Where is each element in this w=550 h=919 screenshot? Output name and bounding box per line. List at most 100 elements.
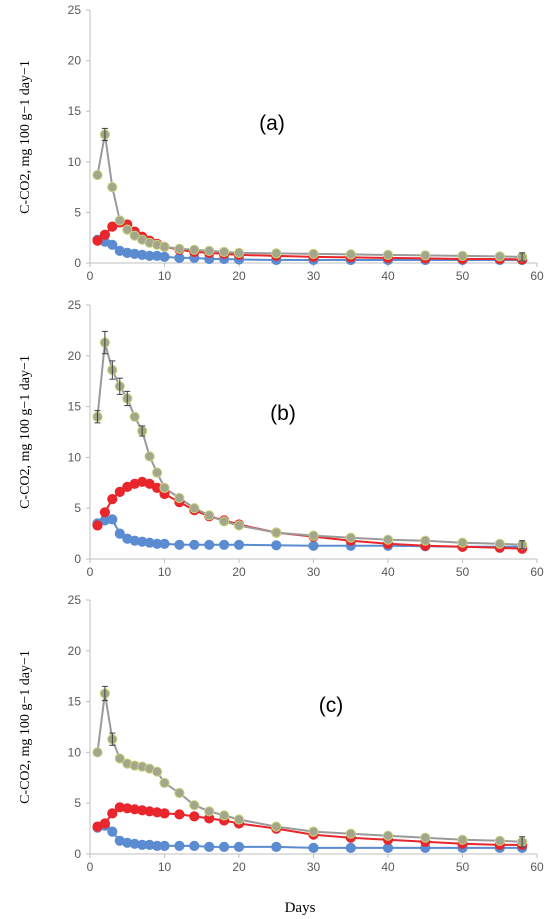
x-tick-label: 20 <box>232 860 246 874</box>
data-point <box>159 251 170 262</box>
data-point <box>107 239 118 250</box>
data-point <box>382 534 394 545</box>
y-tick-label: 25 <box>68 3 82 17</box>
data-point <box>219 810 230 821</box>
x-tick-label: 10 <box>158 860 172 874</box>
data-point <box>174 243 185 254</box>
data-point <box>345 532 356 543</box>
y-axis-label: C-CO2, mg 100 g−1 day−1 <box>18 355 33 509</box>
data-point <box>99 229 111 240</box>
data-point <box>107 494 118 505</box>
data-point <box>420 832 431 843</box>
y-axis-label: C-CO2, mg 100 g−1 day−1 <box>18 650 33 804</box>
data-point <box>189 840 200 852</box>
x-tick-label: 30 <box>307 269 321 283</box>
data-point <box>174 809 185 820</box>
data-point <box>174 492 185 504</box>
x-tick-label: 0 <box>87 860 94 874</box>
y-tick-label: 0 <box>74 552 81 566</box>
x-tick-label: 0 <box>87 565 94 579</box>
data-point <box>174 787 185 799</box>
panel-3: 0 5 10 15 20 25 0 10 20 30 40 50 60 C-CO2, mg 100 g−1… <box>18 593 544 874</box>
data-point <box>107 808 118 819</box>
panel-1: 0 5 10 15 20 25 0 10 20 30 40 50 60 C-CO2, mg 100 g−1… <box>18 3 544 283</box>
data-point <box>144 451 155 462</box>
data-point <box>189 811 200 822</box>
data-point <box>174 840 185 852</box>
data-point <box>159 777 170 789</box>
y-tick-label: 20 <box>68 54 82 68</box>
data-point <box>152 467 163 478</box>
data-point <box>92 169 103 181</box>
data-point <box>92 747 103 758</box>
data-point <box>174 539 185 550</box>
x-axis-label: Days <box>285 900 316 916</box>
data-point <box>99 818 111 829</box>
y-tick-label: 20 <box>68 644 82 658</box>
data-point <box>233 520 245 531</box>
data-point <box>271 841 282 853</box>
data-point <box>494 251 505 262</box>
panel-label: (a) <box>259 112 285 135</box>
x-tick-label: 40 <box>381 860 395 874</box>
data-point <box>159 241 170 252</box>
data-point <box>457 537 468 548</box>
data-point <box>382 830 394 841</box>
x-tick-label: 50 <box>456 860 470 874</box>
data-point <box>107 826 118 837</box>
data-point <box>271 248 282 259</box>
x-tick-label: 10 <box>158 565 172 579</box>
data-point <box>382 249 394 260</box>
x-tick-label: 30 <box>307 860 321 874</box>
data-point <box>159 808 170 819</box>
x-tick-label: 20 <box>232 269 246 283</box>
x-tick-label: 40 <box>381 269 395 283</box>
y-tick-label: 20 <box>68 349 82 363</box>
data-point <box>457 834 468 845</box>
x-tick-label: 10 <box>158 269 172 283</box>
data-point <box>420 535 431 546</box>
y-tick-label: 10 <box>68 155 82 169</box>
y-tick-label: 0 <box>74 256 81 270</box>
data-point <box>457 250 468 261</box>
data-point <box>189 800 200 811</box>
data-point <box>122 224 133 235</box>
x-tick-label: 60 <box>530 860 544 874</box>
data-point <box>107 182 118 193</box>
data-point <box>233 539 245 550</box>
data-point <box>107 514 118 525</box>
data-point <box>92 520 103 531</box>
data-point <box>204 539 215 550</box>
x-tick-label: 50 <box>456 565 470 579</box>
data-point <box>204 806 215 817</box>
data-point <box>159 482 170 493</box>
x-tick-label: 20 <box>232 565 246 579</box>
y-tick-label: 5 <box>74 205 81 219</box>
x-tick-label: 40 <box>381 565 395 579</box>
y-tick-label: 15 <box>68 695 82 709</box>
y-tick-label: 5 <box>74 796 81 810</box>
data-point <box>308 540 319 551</box>
data-point <box>271 540 282 551</box>
data-point <box>271 821 282 832</box>
data-point <box>308 826 319 837</box>
x-tick-label: 60 <box>530 269 544 283</box>
panel-label: (b) <box>270 402 296 425</box>
data-point <box>114 753 125 764</box>
x-tick-label: 30 <box>307 565 321 579</box>
y-tick-label: 25 <box>68 593 82 607</box>
data-point <box>92 235 103 246</box>
x-tick-label: 0 <box>87 269 94 283</box>
data-point <box>494 835 505 846</box>
y-tick-label: 25 <box>68 298 82 312</box>
series-line <box>96 693 523 843</box>
y-tick-label: 15 <box>68 400 82 414</box>
data-point <box>271 527 282 538</box>
data-point <box>219 539 230 550</box>
data-point <box>189 539 200 550</box>
data-point <box>233 841 245 853</box>
data-point <box>345 249 356 260</box>
data-point <box>204 245 215 256</box>
